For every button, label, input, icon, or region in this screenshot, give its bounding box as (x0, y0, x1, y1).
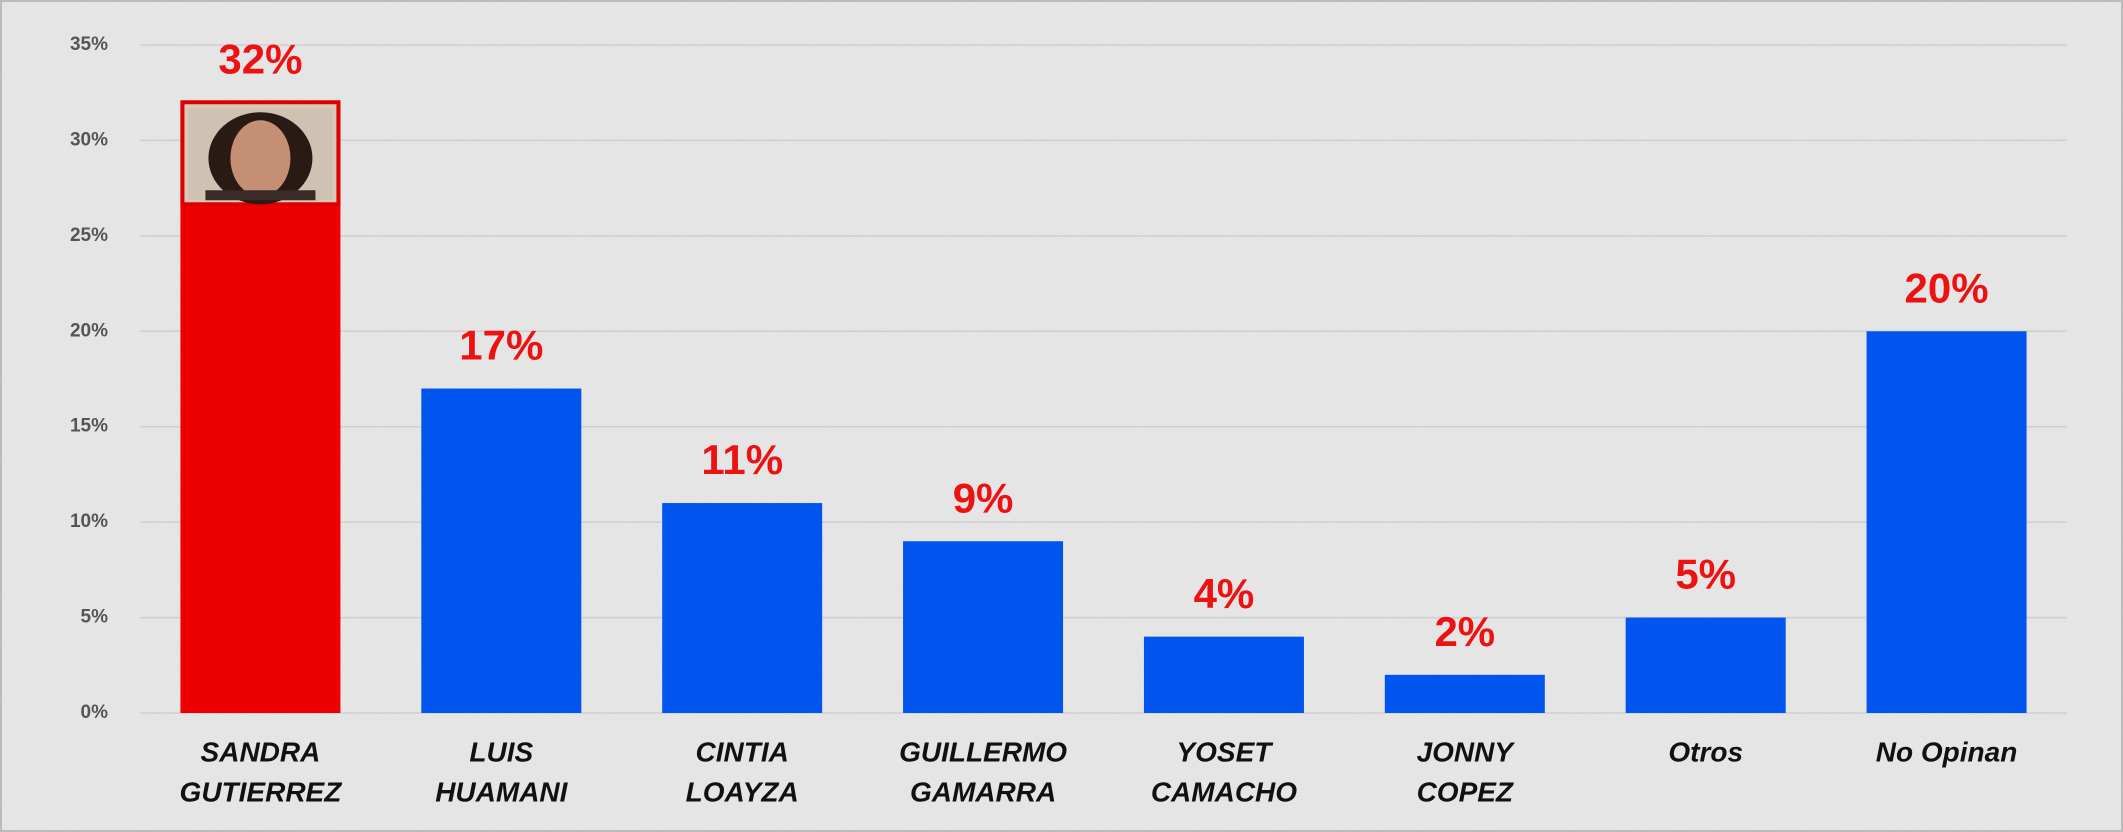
bar (903, 541, 1063, 713)
x-tick-label: GAMARRA (910, 776, 1056, 807)
x-tick-label: LOAYZA (686, 776, 799, 807)
x-tick-label: GUTIERREZ (180, 776, 343, 807)
y-tick-label: 35% (70, 34, 108, 55)
bar (1626, 618, 1786, 713)
x-tick-label: HUAMANI (435, 776, 568, 807)
x-tick-label: COPEZ (1417, 776, 1514, 807)
bar (662, 503, 822, 713)
chart: 0% 5% 10% 15% 20% 25% 30% 35% 32% SANDRA GUTIERREZ… (0, 0, 2123, 832)
candidate-photo (182, 102, 338, 204)
value-label: 2% (1434, 608, 1495, 655)
x-tick-label: Otros (1668, 736, 1743, 767)
bar (1867, 331, 2027, 713)
bar (1385, 675, 1545, 713)
x-tick-label: GUILLERMO (899, 736, 1067, 767)
y-tick-label: 10% (70, 511, 108, 532)
x-tick-label: SANDRA (201, 736, 321, 767)
bar (1144, 637, 1304, 713)
y-tick-label: 30% (70, 129, 108, 150)
y-tick-label: 0% (81, 702, 109, 723)
photo-shirt (205, 190, 315, 200)
x-tick-label: No Opinan (1876, 736, 2018, 767)
x-tick-label: CINTIA (696, 736, 789, 767)
y-tick-label: 25% (70, 225, 108, 246)
value-label: 11% (701, 436, 783, 483)
value-label: 4% (1194, 570, 1255, 617)
value-label: 17% (459, 322, 543, 369)
x-tick-label: JONNY (1417, 736, 1516, 767)
photo-face (230, 120, 290, 196)
y-tick-label: 5% (81, 607, 109, 628)
y-tick-label: 15% (70, 416, 108, 437)
x-tick-label: CAMACHO (1151, 776, 1297, 807)
x-tick-label: LUIS (469, 736, 533, 767)
bar (421, 389, 581, 713)
x-tick-label: YOSET (1176, 736, 1274, 767)
value-label: 20% (1905, 264, 1989, 311)
value-label: 32% (218, 35, 302, 82)
value-label: 9% (953, 474, 1014, 521)
value-label: 5% (1675, 551, 1736, 598)
y-tick-label: 20% (70, 320, 108, 341)
